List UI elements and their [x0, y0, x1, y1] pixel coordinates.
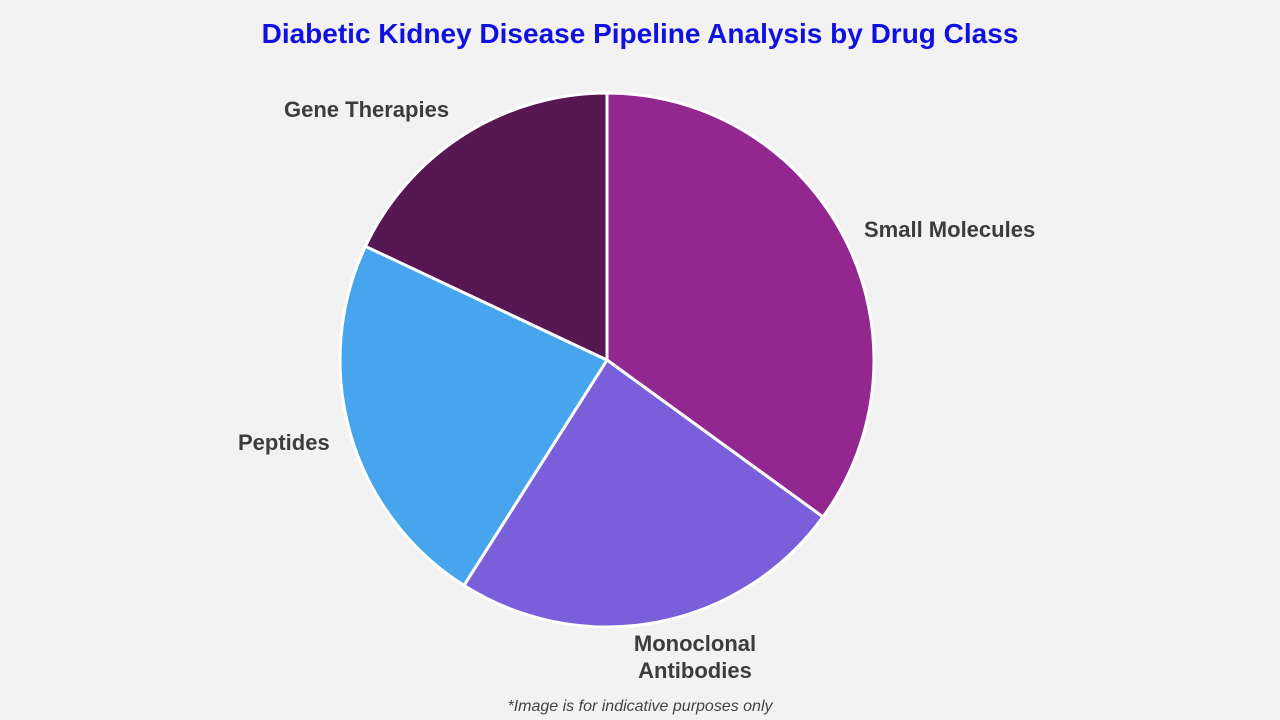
label-small-molecules: Small Molecules: [864, 217, 1036, 242]
label-peptides: Peptides: [238, 430, 330, 455]
pie-slice-small-molecules: [605, 91, 876, 520]
label-gene-therapies: Gene Therapies: [284, 97, 450, 122]
pie-slice-monoclonal-antibodies: [461, 357, 826, 629]
footnote: *Image is for indicative purposes only: [507, 698, 773, 715]
label-monoclonal-antibodies: Monoclonal Antibodies: [633, 631, 757, 683]
pie-slice-peptides: [338, 244, 610, 588]
pie-slice-gene-therapies: [363, 91, 609, 363]
chart-title: Diabetic Kidney Disease Pipeline Analysi…: [261, 18, 1019, 49]
